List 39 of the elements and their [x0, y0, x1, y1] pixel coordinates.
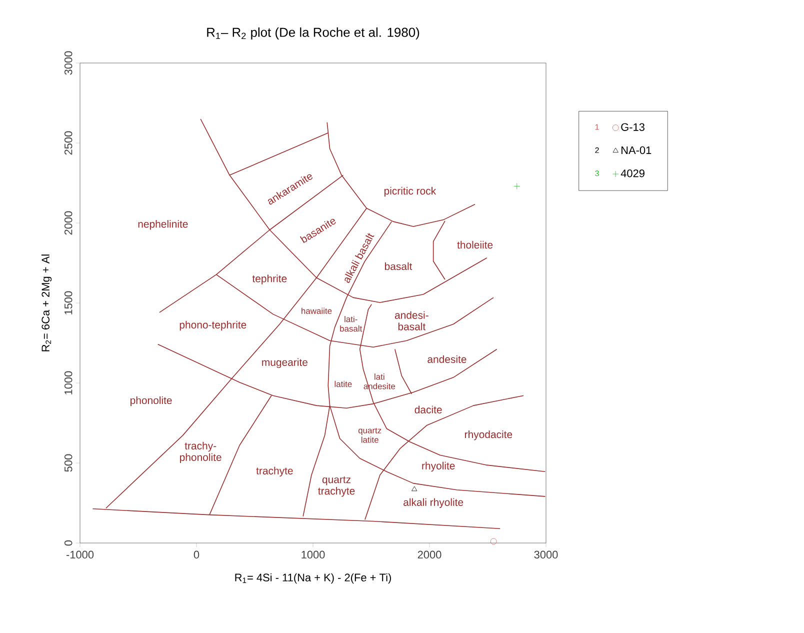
y-tick-label: 2000 — [64, 211, 72, 235]
annotation: quartz latite — [358, 428, 382, 443]
y-tick-label: 1500 — [64, 291, 72, 314]
annotation: tholeiite — [457, 240, 493, 249]
x-axis-title: R$_{1}$= 4Si - 11(Na + K) - 2(Fe + Ti) — [235, 573, 391, 584]
y-tick-label: 0 — [64, 540, 72, 546]
annotation: dacite — [414, 406, 442, 414]
annotation: basalt — [384, 262, 412, 270]
annotation: quartz trachyte — [318, 476, 355, 497]
y-tick-label: 3000 — [64, 51, 72, 75]
annotation: trachy-phonolite — [180, 442, 222, 464]
y-tick-label: 2500 — [64, 131, 72, 155]
annotation: phonolite — [130, 396, 172, 406]
annotation: nephelinite — [138, 220, 188, 230]
annotation: andesite — [428, 355, 466, 364]
annotation: rhyolite — [422, 462, 455, 472]
annotation: phono-tephrite — [180, 320, 246, 331]
legend-label: NA-01 — [622, 146, 652, 154]
annotation: andesi-basalt — [394, 311, 428, 330]
legend-label: G-13 — [621, 123, 644, 131]
annotation: hawaiite — [302, 308, 332, 314]
y-tick-label: 1000 — [64, 371, 72, 394]
annotation: mugearite — [262, 358, 308, 368]
x-tick-label: 2000 — [418, 550, 442, 559]
annotation: alkali rhyolite — [404, 498, 464, 508]
x-tick-label: -1000 — [66, 550, 94, 559]
annotation: latite — [334, 380, 352, 388]
annotation: tephrite — [252, 274, 287, 284]
x-tick-label: 1000 — [302, 550, 325, 559]
annotation: trachyte — [256, 466, 293, 477]
annotation: picritic rock — [384, 186, 436, 197]
x-tick-label: 0 — [194, 550, 200, 559]
legend-label: 4029 — [620, 169, 644, 178]
annotation: lati-basalt — [340, 316, 362, 332]
y-axis-title: R$_{2}$= 6Ca + 2Mg + Al — [41, 254, 52, 352]
x-tick-label: 3000 — [534, 550, 558, 559]
y-tick-label: 500 — [64, 454, 72, 472]
annotation: rhyodacite — [465, 430, 512, 440]
chart-title: R$_{1}$– R$_{2}$ plot (De la Roche et al. 1980) — [207, 27, 420, 40]
